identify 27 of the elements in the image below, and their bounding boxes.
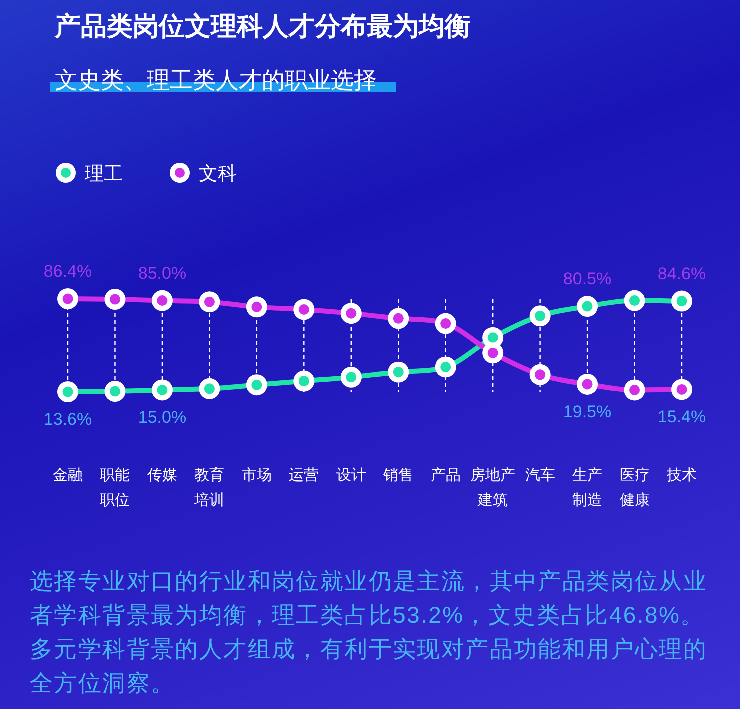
data-label: 86.4% — [44, 262, 92, 281]
chart-title: 产品类岗位文理科人才分布最为均衡 — [54, 11, 471, 41]
x-tick-label: 汽车 — [525, 467, 556, 484]
legend-label: 文科 — [199, 164, 237, 185]
data-label: 80.5% — [563, 270, 612, 289]
data-label: 19.5% — [563, 402, 612, 422]
x-tick-label: 房地产建筑 — [470, 467, 516, 509]
chart-subtitle: 文史类、理工类人才的职业选择 — [55, 67, 377, 93]
x-tick-label: 职能职位 — [100, 467, 130, 509]
data-label: 13.6% — [44, 410, 92, 429]
data-label: 15.4% — [658, 408, 706, 427]
data-label: 15.0% — [138, 408, 187, 428]
legend-label: 理工 — [85, 164, 123, 185]
x-tick-label: 医疗健康 — [620, 467, 650, 509]
x-tick-label: 生产制造 — [572, 467, 603, 509]
x-tick-label: 设计 — [336, 467, 366, 484]
data-label: 85.0% — [138, 264, 187, 283]
x-tick-label: 产品 — [430, 467, 461, 484]
x-tick-label: 技术 — [666, 467, 697, 484]
x-tick-label: 传媒 — [147, 467, 178, 484]
x-tick-label: 销售 — [382, 467, 414, 484]
text: 选择专业对口的行业和岗位就业仍是主流，其中产品类岗位从业者学科背景最为均衡，理工类占比53.2%，文史类占比46.8%。多元学科背景的人才组成，有利于实现对产品功能和用户心理的全方位洞察。 — [30, 567, 709, 698]
data-label: 84.6% — [658, 264, 706, 284]
x-tick-label: 教育培训 — [194, 467, 225, 509]
x-tick-label: 金融 — [53, 467, 83, 484]
x-tick-label: 运营 — [289, 467, 320, 484]
x-tick-label: 市场 — [242, 467, 272, 484]
